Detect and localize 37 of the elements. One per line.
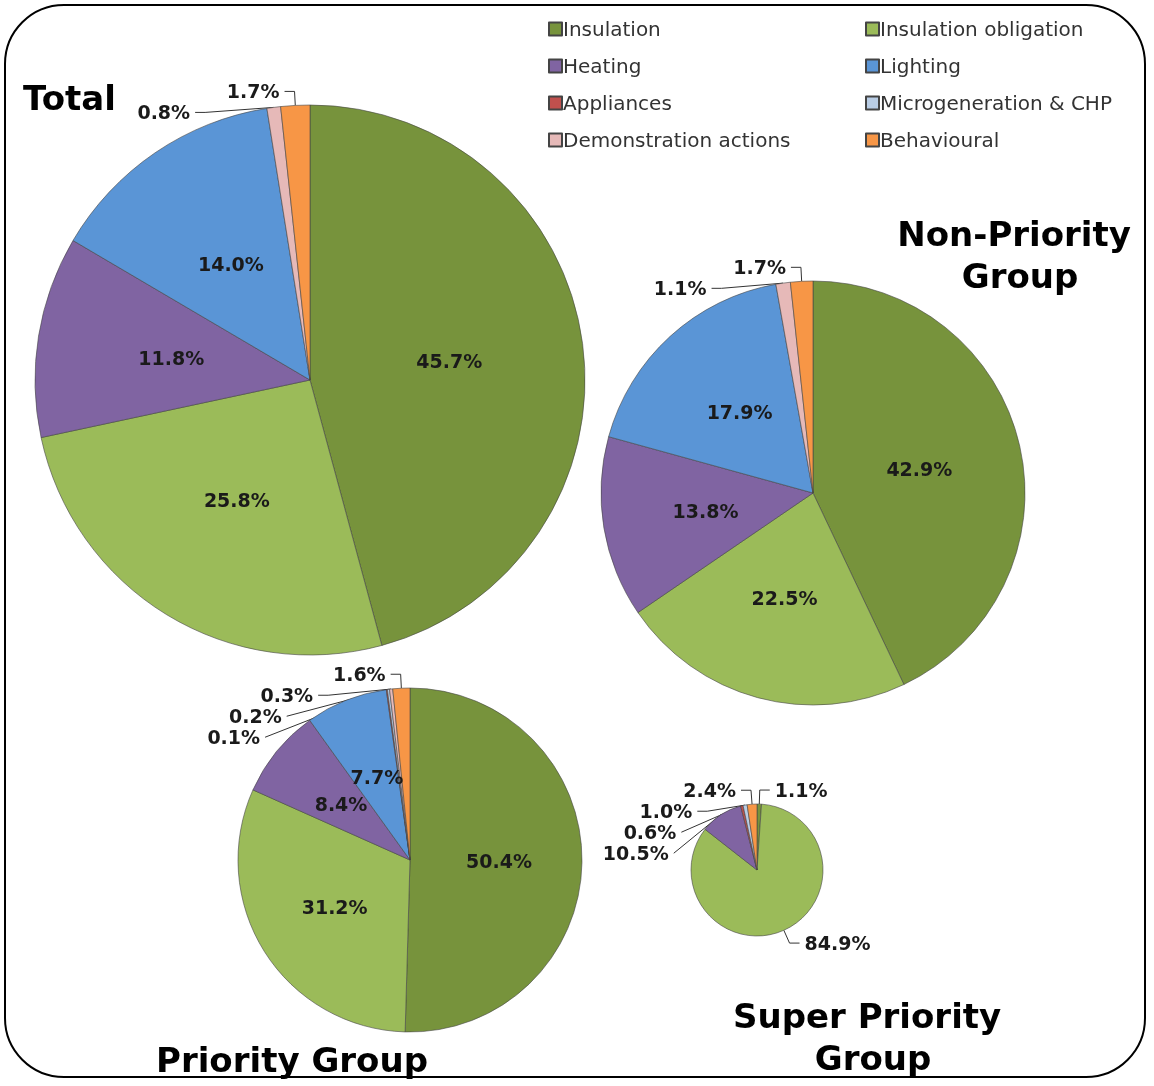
data-label: 17.9% bbox=[706, 401, 773, 424]
data-label: 10.5% bbox=[602, 842, 669, 865]
data-label: 1.7% bbox=[733, 256, 786, 279]
text: Super Priority Group bbox=[732, 996, 1014, 1078]
data-label: 31.2% bbox=[301, 896, 368, 919]
data-label: 84.9% bbox=[804, 932, 871, 955]
data-label: 1.1% bbox=[653, 277, 707, 300]
legend-label: Heating bbox=[563, 54, 642, 78]
data-label: 22.5% bbox=[751, 587, 818, 610]
data-label: 11.8% bbox=[138, 346, 205, 369]
legend-label: Microgeneration & CHP bbox=[880, 91, 1112, 115]
data-label: 0.6% bbox=[623, 821, 677, 844]
data-label: 25.8% bbox=[203, 488, 270, 511]
data-label: 50.4% bbox=[466, 850, 532, 873]
data-label: 42.9% bbox=[886, 458, 953, 481]
data-label: 2.4% bbox=[683, 779, 736, 802]
data-label: 1.0% bbox=[639, 800, 693, 823]
text: Priority Group bbox=[156, 1040, 428, 1080]
legend-label: Insulation obligation bbox=[880, 17, 1084, 41]
legend-label: Appliances bbox=[563, 91, 672, 115]
data-label: 8.4% bbox=[314, 792, 368, 815]
legend-label: Demonstration actions bbox=[563, 128, 791, 152]
legend-label: Insulation bbox=[563, 17, 661, 41]
data-label: 0.2% bbox=[228, 705, 282, 728]
legend-label: Lighting bbox=[880, 54, 961, 78]
text: Total bbox=[23, 78, 116, 118]
data-label: 45.7% bbox=[416, 350, 483, 373]
data-label: 13.8% bbox=[672, 499, 739, 522]
legend-label: Behavioural bbox=[880, 128, 1000, 152]
data-label: 1.7% bbox=[226, 80, 280, 103]
chart-title: Non-Priority Group bbox=[897, 214, 1143, 296]
data-label: 1.6% bbox=[332, 663, 386, 686]
data-label: 0.3% bbox=[260, 684, 314, 707]
data-label: 1.1% bbox=[774, 779, 828, 802]
data-label: 0.8% bbox=[137, 101, 191, 124]
data-label: 0.1% bbox=[207, 726, 261, 749]
data-label: 14.0% bbox=[197, 252, 264, 275]
